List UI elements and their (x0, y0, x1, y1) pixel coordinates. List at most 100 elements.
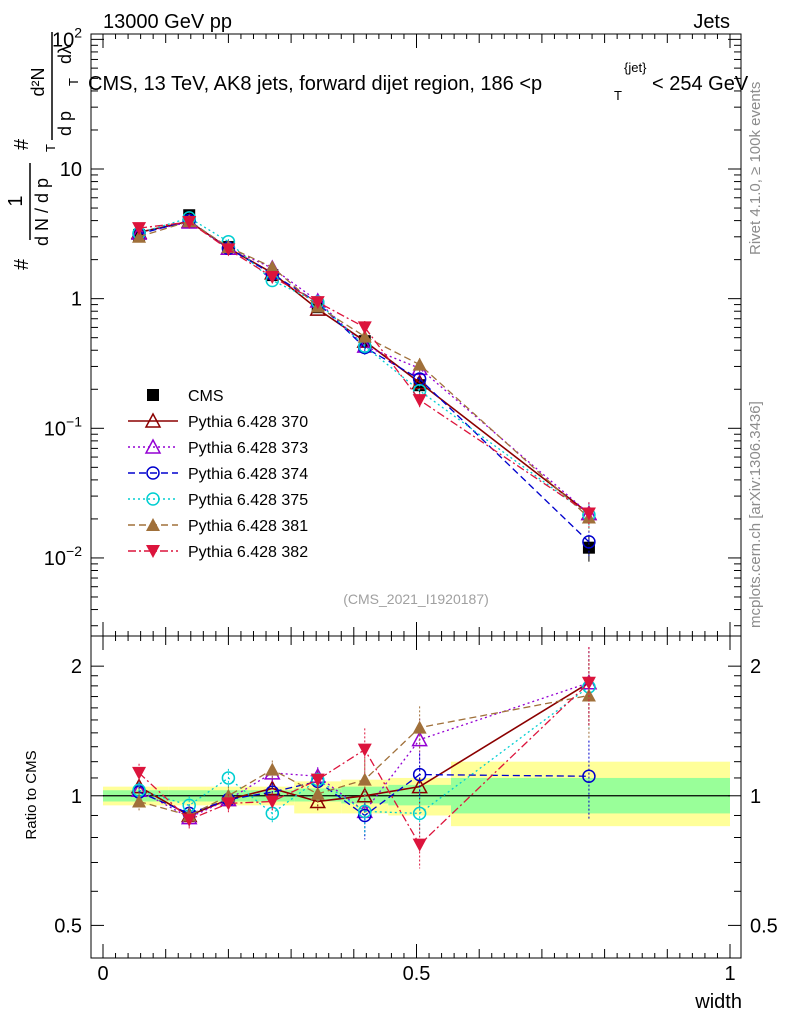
ratio-line-2 (138, 773, 589, 817)
ratio-series-5-point-7 (581, 676, 596, 690)
ratio-y-tick-label-left-1: 1 (71, 786, 82, 808)
series-5-point-3 (265, 260, 280, 274)
series-6-point-5 (357, 321, 372, 335)
ratio-series-5-point-3 (265, 795, 280, 809)
legend-entry-2: Pythia 6.428 373 (128, 438, 308, 457)
legend-label: Pythia 6.428 373 (188, 440, 308, 457)
ylabel-denom-1: d N / d p (32, 178, 52, 246)
ylabel-denom-2: d p (55, 111, 75, 136)
y-tick-label-0: 10−2 (44, 543, 82, 570)
rivet-version-text: Rivet 4.1.0, ≥ 100k events (747, 82, 764, 255)
legend-marker (146, 466, 160, 480)
legend-label: CMS (188, 388, 224, 405)
ratio-series-2-point-5 (358, 808, 372, 823)
x-tick-label-0: 0 (97, 963, 108, 985)
legend-entry-6: Pythia 6.428 382 (128, 544, 308, 561)
ratio-series-5-point-4 (310, 773, 325, 787)
legend-entry-0: CMS (147, 388, 224, 405)
x-tick-label-1: 0.5 (403, 963, 431, 985)
series-5-point-5 (357, 329, 372, 343)
ratio-y-tick-label-right-2: 2 (750, 656, 761, 678)
legend-marker (144, 438, 162, 454)
ratio-series-5-point-0 (132, 766, 147, 780)
ylabel-denom-2b: dλ (55, 45, 75, 64)
ratio-series-0-point-4 (309, 792, 327, 809)
ratio-series-4-point-6 (412, 720, 427, 734)
series-6-point-4 (310, 296, 325, 310)
series-6-point-7 (581, 507, 596, 521)
legend-label: Pythia 6.428 374 (188, 466, 308, 483)
ratio-line-1 (138, 682, 590, 819)
ratio-series-4-point-5 (357, 772, 372, 786)
title-tail: < 254 GeV (652, 73, 749, 95)
series-6-point-1 (182, 216, 197, 230)
ratio-line-4 (138, 694, 590, 817)
ratio-series-3-point-5 (358, 804, 372, 819)
ylabel-numer-1: 1 (5, 195, 27, 206)
ratio-series-2-point-7 (582, 769, 596, 784)
ylabel-sub-t-2: T (66, 78, 81, 86)
series-6-point-3 (265, 270, 280, 284)
ratio-series-4-point-4 (310, 786, 325, 800)
main-panel: 10−2 10−1 1 10 102 CMS Pythia 6.428 370 Pythia … (44, 24, 742, 637)
ratio-series-5-point-1 (182, 813, 197, 827)
ratio-y-tick-label-left-0: 0.5 (54, 915, 82, 937)
ylabel-numer-2: d²N (28, 67, 48, 96)
y-tick-label-1: 10−1 (44, 413, 82, 440)
ratio-series-4-point-7 (581, 688, 596, 702)
x-axis-label: width (694, 991, 742, 1013)
legend-label: Pythia 6.428 375 (188, 492, 308, 509)
ratio-panel: 0.5 0.5 1 1 2 2 0 0.5 1 (54, 635, 778, 985)
series-6-point-0 (132, 222, 147, 236)
legend-entry-3: Pythia 6.428 374 (128, 466, 308, 483)
series-3-point-7 (582, 535, 596, 549)
series-5-point-0 (132, 229, 147, 243)
title-main: CMS, 13 TeV, AK8 jets, forward dijet reg… (88, 73, 542, 95)
x-tick-label-2: 1 (724, 963, 735, 985)
legend-marker (144, 412, 162, 428)
ylabel-hash-2: # (11, 138, 33, 150)
series-line-5 (138, 220, 590, 519)
ratio-y-tick-label-right-0: 0.5 (750, 915, 778, 937)
legend-entry-5: Pythia 6.428 381 (128, 518, 308, 535)
y-tick-label-4: 102 (52, 24, 82, 51)
legend-marker (146, 492, 160, 506)
ratio-series-4-point-3 (265, 762, 280, 776)
title-sub: T (614, 88, 622, 103)
series-line-6 (138, 221, 590, 515)
series-6-point-6 (412, 394, 427, 408)
ratio-series-1-point-6 (411, 731, 428, 747)
ratio-series-0-point-5 (356, 787, 374, 803)
ratio-y-tick-label-right-1: 1 (750, 786, 761, 808)
series-line-4 (138, 217, 590, 516)
legend-marker (146, 518, 160, 531)
legend-marker (146, 545, 160, 558)
legend-entry-1: Pythia 6.428 370 (128, 412, 308, 431)
y-tick-label-2: 1 (71, 289, 82, 311)
ratio-series-5-point-2 (221, 797, 236, 811)
header-left: 13000 GeV pp (103, 11, 232, 33)
ratio-series-2-point-6 (412, 767, 427, 782)
ratio-series-5-point-5 (357, 743, 372, 757)
main-ylabel: # 1 d N / d p T # d²N d p T dλ (5, 32, 81, 270)
mcplots-credit-text: mcplots.cern.ch [arXiv:1306.3436] (747, 401, 764, 628)
legend-label: Pythia 6.428 381 (188, 518, 308, 535)
plot-title: CMS, 13 TeV, AK8 jets, forward dijet reg… (88, 60, 749, 103)
y-tick-label-3: 10 (60, 159, 82, 181)
series-6-point-2 (221, 243, 236, 257)
header-right: Jets (693, 11, 730, 33)
ratio-series-3-point-2 (221, 771, 236, 785)
ratio-line-5 (138, 682, 590, 846)
title-sup: {jet} (624, 60, 647, 75)
analysis-id: (CMS_2021_I1920187) (343, 591, 489, 607)
series-5-point-6 (412, 357, 427, 371)
ratio-series-5-point-6 (412, 838, 427, 852)
ratio-ylabel: Ratio to CMS (23, 750, 40, 839)
legend-label: Pythia 6.428 382 (188, 544, 308, 561)
legend-label: Pythia 6.428 370 (188, 414, 308, 431)
ylabel-sub-t-1: T (43, 144, 58, 152)
ratio-series-4-point-0 (132, 794, 147, 808)
ratio-y-tick-label-left-2: 2 (71, 656, 82, 678)
legend-marker (147, 389, 159, 401)
